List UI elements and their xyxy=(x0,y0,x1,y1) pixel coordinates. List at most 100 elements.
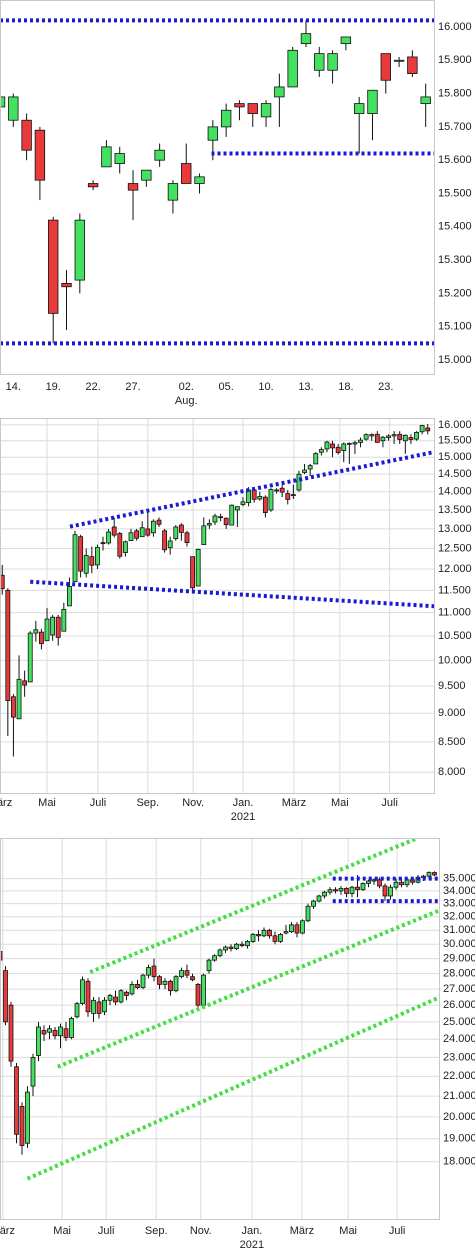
candle-body xyxy=(432,872,437,876)
candle-body xyxy=(305,905,311,922)
y-tick-label: 12.000 xyxy=(438,563,472,575)
candle-body xyxy=(0,96,6,108)
y-tick-label: 15.500 xyxy=(438,435,472,447)
candle-body xyxy=(173,976,179,992)
x-tick-label: 14. xyxy=(6,381,21,393)
candle-body xyxy=(184,532,190,543)
y-tick-label: 15.000 xyxy=(438,451,472,463)
y-tick-label: 29.000 xyxy=(443,953,475,965)
plot-border xyxy=(0,838,440,1220)
candle-body xyxy=(408,437,414,440)
x-tick-label: März xyxy=(0,797,12,809)
candle-body xyxy=(91,999,96,1014)
x-tick-label: 27. xyxy=(125,381,140,393)
candle-body xyxy=(201,974,206,1006)
candle-body xyxy=(87,183,99,188)
candle-body xyxy=(274,86,285,98)
candle-body xyxy=(322,891,327,897)
candle-body xyxy=(393,59,405,62)
candle-body xyxy=(127,183,139,191)
candle-body xyxy=(8,1004,14,1062)
candle-body xyxy=(83,555,89,574)
candle-body xyxy=(113,996,118,1003)
candle-body xyxy=(296,473,302,491)
candle-body xyxy=(11,696,16,718)
candle-body xyxy=(353,103,365,114)
candle-body xyxy=(251,489,257,500)
candle-body xyxy=(212,515,218,523)
trend-line xyxy=(89,838,419,974)
x-tick-label: Nov. xyxy=(182,797,204,809)
candle-body xyxy=(22,680,28,686)
candle-body xyxy=(380,53,391,81)
candle-body xyxy=(134,530,140,539)
candle-body xyxy=(184,970,190,976)
y-tick-label: 10.500 xyxy=(438,630,472,642)
trend-line xyxy=(30,579,435,609)
y-tick-label: 12.500 xyxy=(438,542,472,554)
y-tick-label: 26.000 xyxy=(443,999,475,1011)
candle-body xyxy=(41,1030,47,1035)
trend-line xyxy=(69,449,435,529)
candle-body xyxy=(118,990,124,1003)
x-tick-label: Sep. xyxy=(136,797,159,809)
x-tick-label: Juli xyxy=(389,1225,406,1237)
y-tick-label: 34.000 xyxy=(443,885,475,897)
y-tick-label: 21.000 xyxy=(443,1090,475,1102)
candle-body xyxy=(245,941,250,947)
x-tick-label: Mai xyxy=(38,797,56,809)
candle-body xyxy=(256,934,261,937)
candle-body xyxy=(36,1026,41,1056)
candle-body xyxy=(355,886,360,891)
y-tick-label: 15.400 xyxy=(438,221,472,233)
candle-body xyxy=(314,53,325,71)
candle-body xyxy=(72,534,78,583)
candle-body xyxy=(228,946,234,949)
candle-body xyxy=(349,886,355,894)
candle-body xyxy=(358,439,363,443)
x-sublabel: 2021 xyxy=(231,811,255,823)
candle-body xyxy=(420,96,431,104)
candle-body xyxy=(63,1028,69,1038)
candle-body xyxy=(61,609,67,632)
candle-body xyxy=(240,501,246,505)
candle-body xyxy=(346,442,352,445)
y-tick-label: 11.000 xyxy=(438,607,471,619)
candle-body xyxy=(397,433,403,440)
candle-body xyxy=(311,900,316,907)
y-tick-label: 15.900 xyxy=(438,54,472,66)
candle-body xyxy=(78,536,84,572)
candle-body xyxy=(300,33,312,45)
candle-body xyxy=(117,533,123,557)
candle-body xyxy=(234,943,239,949)
candle-body xyxy=(369,434,375,437)
candle-body xyxy=(340,36,352,45)
x-tick-label: 13. xyxy=(298,381,313,393)
x-tick-label: 23. xyxy=(378,381,393,393)
y-tick-label: 16.000 xyxy=(438,419,472,431)
candle-body xyxy=(96,1001,102,1014)
y-tick-label: 14.500 xyxy=(438,468,472,480)
candle-body xyxy=(377,879,382,887)
candle-body xyxy=(414,432,419,440)
candle-body xyxy=(48,219,59,314)
candle-body xyxy=(61,283,72,288)
plot-background xyxy=(0,418,435,794)
candle-body xyxy=(58,1026,63,1037)
candle-body xyxy=(124,991,129,996)
chart-panel: 8.000 8.500 9.000 9.500 10.000 10.500 11.000 11… xyxy=(0,418,472,823)
y-tick-label: 9.000 xyxy=(438,707,466,719)
candle-body xyxy=(34,129,46,181)
candle-body xyxy=(135,984,140,988)
y-tick-label: 15.600 xyxy=(438,154,472,166)
candle-body xyxy=(162,530,168,551)
candle-body xyxy=(19,1105,25,1146)
candle-body xyxy=(300,920,305,934)
candle-body xyxy=(190,556,196,589)
candle-body xyxy=(386,435,391,438)
y-tick-label: 8.500 xyxy=(438,736,466,748)
x-tick-label: 19. xyxy=(46,381,61,393)
x-tick-label: 22. xyxy=(85,381,100,393)
candle-body xyxy=(247,103,258,114)
candle-body xyxy=(154,149,165,161)
